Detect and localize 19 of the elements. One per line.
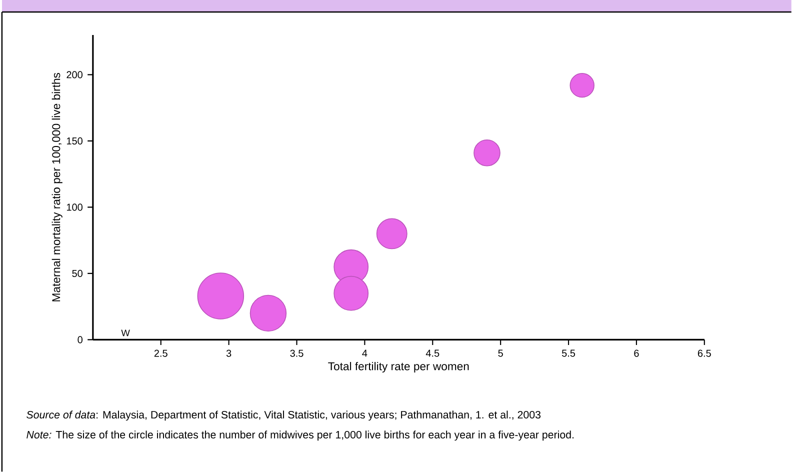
x-tick-label: 2.5 xyxy=(154,350,168,357)
x-tick-label: 5.5 xyxy=(562,350,576,357)
x-tick-label: 4.5 xyxy=(426,350,440,357)
x-axis-title: Total fertility rate per women xyxy=(328,362,469,372)
x-tick-label: 3.5 xyxy=(290,350,304,357)
text: Note: The size of the circle indicates the number of midwives per 1,000 live births for each year in a five-year period. xyxy=(26,430,574,440)
y-tick-label: 200 xyxy=(66,71,82,78)
y-tick-label: 100 xyxy=(66,204,82,211)
x-tick-label: 3 xyxy=(226,350,232,357)
x-tick-label: 6 xyxy=(634,350,639,357)
x-tick-label: 5 xyxy=(498,350,503,357)
x-tick-label: 4 xyxy=(362,350,368,356)
y-tick-label: 150 xyxy=(66,137,82,144)
annotation: W xyxy=(121,330,130,336)
y-tick-label: 50 xyxy=(72,270,82,277)
x-tick-label: 6.5 xyxy=(698,350,711,357)
y-tick-label: 0 xyxy=(78,336,82,344)
y-axis-title: Maternal mortality ratio per 100,000 live births xyxy=(52,72,62,302)
text: Source of data: Malaysia, Department of Statistic, Vital Statistic, various years; Pathmanathan, 1. et al., 2003 xyxy=(26,410,541,420)
